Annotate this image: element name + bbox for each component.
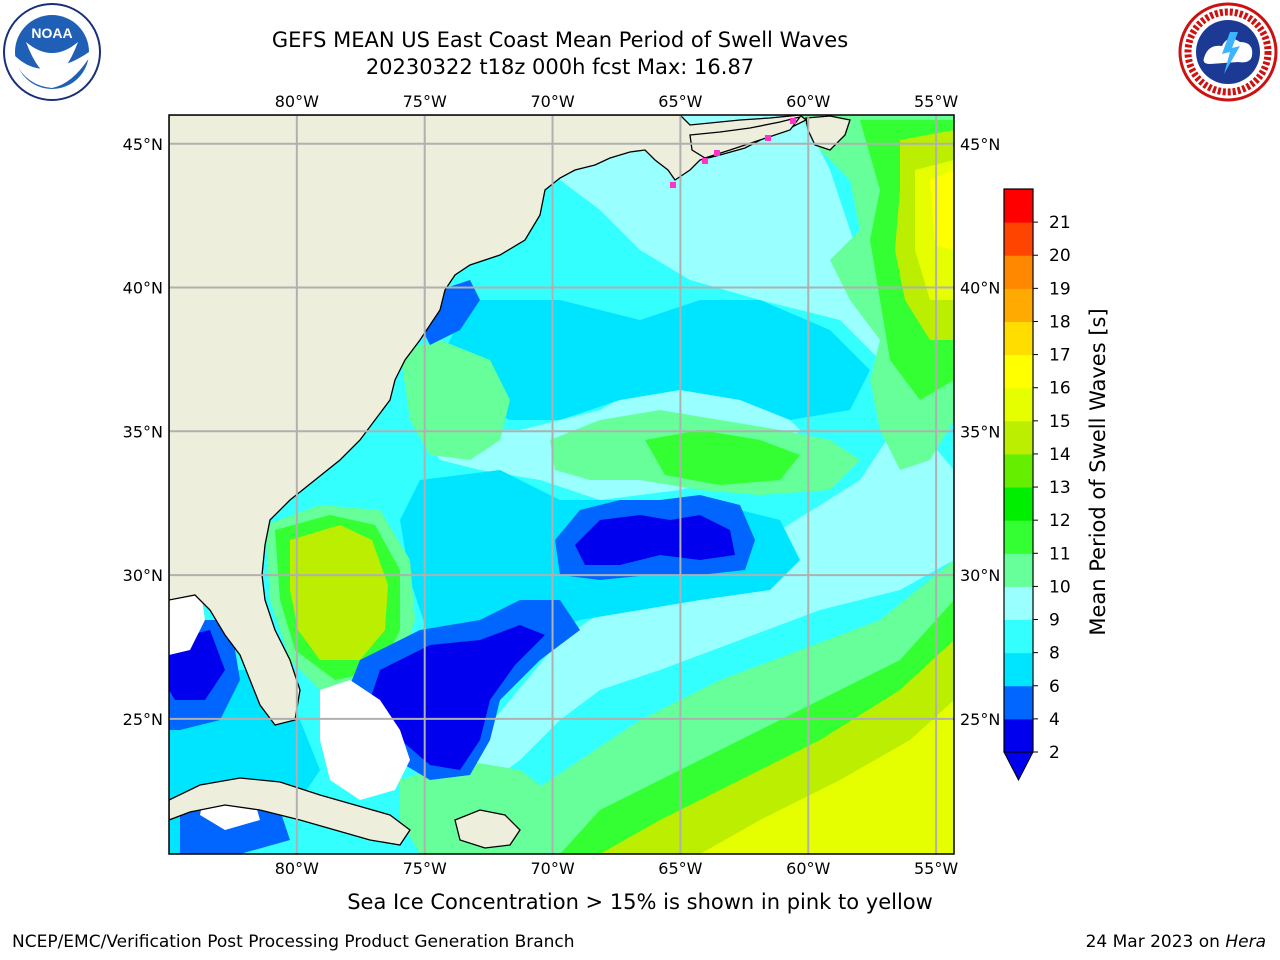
credit-line: NCEP/EMC/Verification Post Processing Pr… bbox=[12, 932, 575, 952]
colorbar-bin-16 bbox=[1004, 189, 1033, 223]
colorbar-tick-14: 19 bbox=[1049, 279, 1071, 299]
colorbar-tick-6: 11 bbox=[1049, 544, 1071, 564]
lon-tick-bottom-3: 65°W bbox=[658, 859, 702, 878]
colorbar-bin-3 bbox=[1004, 619, 1033, 654]
lat-tick-left-2: 35°N bbox=[123, 422, 163, 441]
colorbar-bin-2 bbox=[1004, 652, 1033, 687]
colorbar-bin-10 bbox=[1004, 387, 1033, 422]
lat-tick-right-4: 25°N bbox=[960, 710, 1000, 729]
lon-tick-top-5: 55°W bbox=[914, 92, 958, 111]
colorbar-label: Mean Period of Swell Waves [s] bbox=[1086, 308, 1110, 635]
colorbar-bin-11 bbox=[1004, 354, 1033, 389]
lat-tick-left-0: 45°N bbox=[123, 135, 163, 154]
lon-tick-top-1: 75°W bbox=[403, 92, 447, 111]
chart-subtitle: 20230322 t18z 000h fcst Max: 16.87 bbox=[365, 55, 755, 79]
lat-tick-left-3: 30°N bbox=[123, 566, 163, 585]
colorbar-tick-0: 2 bbox=[1049, 743, 1060, 763]
colorbar-bin-5 bbox=[1004, 553, 1033, 587]
lat-tick-right-3: 30°N bbox=[960, 566, 1000, 585]
lon-tick-top-2: 70°W bbox=[530, 92, 574, 111]
colorbar-tick-3: 8 bbox=[1049, 644, 1060, 664]
field-4-6-gulfstream-north bbox=[420, 280, 480, 345]
colorbar-tick-13: 18 bbox=[1049, 312, 1071, 332]
lon-tick-bottom-5: 55°W bbox=[914, 859, 958, 878]
colorbar-bin-12 bbox=[1004, 321, 1033, 356]
colorbar: 2 4 6 8 9 10 11 12 13 14 15 16 17 18 19 20 21 bbox=[1003, 188, 1071, 782]
field-2-4-central bbox=[575, 515, 735, 565]
noaa-logo-text: NOAA bbox=[31, 25, 72, 41]
lon-tick-top-0: 80°W bbox=[275, 92, 319, 111]
colorbar-tick-15: 20 bbox=[1049, 246, 1071, 266]
noaa-logo: NOAA bbox=[3, 3, 101, 101]
field-8-9 bbox=[460, 115, 954, 790]
sea-ice-footnote: Sea Ice Concentration > 15% is shown in … bbox=[347, 890, 933, 914]
colorbar-bin-6 bbox=[1004, 520, 1033, 554]
colorbar-tick-5: 10 bbox=[1049, 577, 1071, 597]
lat-tick-left-1: 40°N bbox=[123, 279, 163, 298]
colorbar-bin-1 bbox=[1004, 685, 1033, 720]
lon-ticks-top: 80°W 75°W 70°W 65°W 60°W 55°W bbox=[275, 92, 959, 111]
land-cuba bbox=[169, 777, 411, 846]
lon-tick-bottom-4: 60°W bbox=[786, 859, 830, 878]
field-10-11-mid bbox=[645, 430, 800, 485]
colorbar-bin-7 bbox=[1004, 487, 1033, 521]
map-area bbox=[169, 115, 954, 854]
colorbar-bin-4 bbox=[1004, 586, 1033, 621]
colorbar-frame bbox=[1003, 188, 1034, 753]
colorbar-tick-2: 6 bbox=[1049, 677, 1060, 697]
colorbar-tick-4: 9 bbox=[1049, 611, 1060, 631]
colorbar-bin-9 bbox=[1004, 420, 1033, 455]
lat-tick-left-4: 25°N bbox=[123, 710, 163, 729]
lat-tick-right-0: 45°N bbox=[960, 135, 1000, 154]
colorbar-bin-14 bbox=[1004, 255, 1033, 289]
chart-title: GEFS MEAN US East Coast Mean Period of S… bbox=[271, 28, 849, 52]
colorbar-extend-min bbox=[1003, 751, 1034, 782]
sea-ice-markers bbox=[670, 118, 796, 188]
field-12-13-florida bbox=[290, 525, 388, 660]
lat-tick-right-1: 40°N bbox=[960, 279, 1000, 298]
land-hispaniola bbox=[454, 809, 521, 849]
colorbar-tick-10: 15 bbox=[1049, 412, 1071, 432]
nws-logo bbox=[1178, 2, 1278, 102]
lon-tick-top-3: 65°W bbox=[658, 92, 702, 111]
lon-tick-top-4: 60°W bbox=[786, 92, 830, 111]
lat-tick-right-2: 35°N bbox=[960, 422, 1000, 441]
land-nova-scotia bbox=[689, 115, 802, 159]
no-data-bahamas bbox=[320, 680, 410, 800]
lon-tick-bottom-0: 80°W bbox=[275, 859, 319, 878]
colorbar-bin-15 bbox=[1004, 222, 1033, 256]
field-9-10-hatteras bbox=[400, 340, 510, 460]
graticule bbox=[169, 115, 954, 854]
colorbar-bin-0 bbox=[1004, 718, 1033, 753]
lat-ticks-left: 45°N 40°N 35°N 30°N 25°N bbox=[123, 135, 163, 729]
lon-tick-bottom-1: 75°W bbox=[403, 859, 447, 878]
field-14-15-southeast bbox=[700, 700, 954, 854]
colorbar-tick-11: 16 bbox=[1049, 379, 1071, 399]
stamp-host: Hera bbox=[1225, 932, 1266, 952]
lon-ticks-bottom: 80°W 75°W 70°W 65°W 60°W 55°W bbox=[275, 859, 959, 878]
lon-tick-bottom-2: 70°W bbox=[530, 859, 574, 878]
colorbar-tick-12: 17 bbox=[1049, 346, 1071, 366]
colorbar-bin-8 bbox=[1004, 453, 1033, 488]
colorbar-tick-1: 4 bbox=[1049, 710, 1060, 730]
lat-ticks-right: 45°N 40°N 35°N 30°N 25°N bbox=[960, 135, 1000, 729]
field-6-8 bbox=[440, 300, 870, 420]
colorbar-tick-16: 21 bbox=[1049, 213, 1071, 233]
no-data-gulf bbox=[169, 585, 205, 655]
colorbar-tick-7: 12 bbox=[1049, 511, 1071, 531]
colorbar-tick-8: 13 bbox=[1049, 478, 1071, 498]
stamp-date: 24 Mar 2023 on bbox=[1085, 932, 1226, 952]
map-frame bbox=[168, 114, 955, 855]
colorbar-tick-9: 14 bbox=[1049, 445, 1071, 465]
colorbar-bin-13 bbox=[1004, 288, 1033, 322]
date-stamp: 24 Mar 2023 on Hera bbox=[1086, 932, 1266, 952]
field-2-4-bahamas bbox=[370, 625, 545, 770]
